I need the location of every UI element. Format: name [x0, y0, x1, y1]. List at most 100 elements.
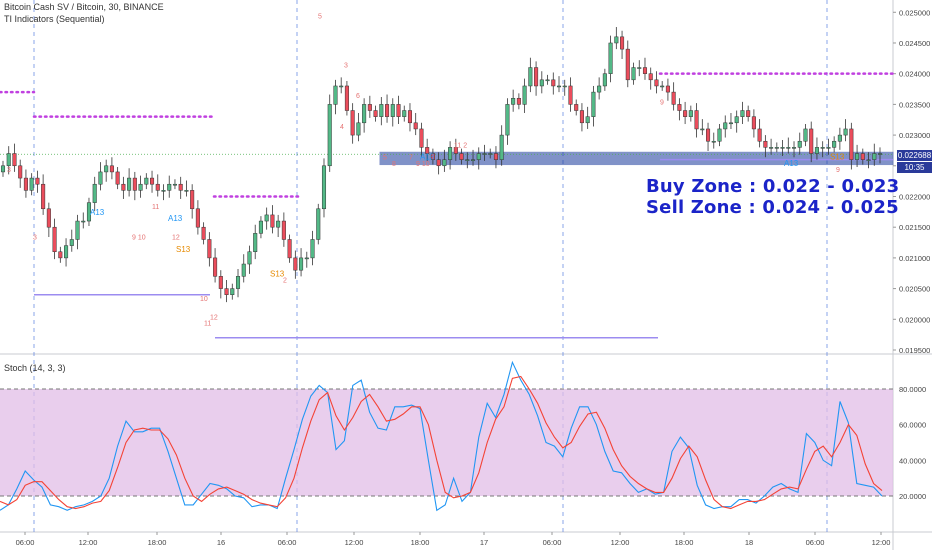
candle: [29, 173, 34, 196]
candle: [86, 197, 92, 226]
candle: [528, 57, 533, 93]
candle: [207, 232, 212, 267]
buy-zone-annotation: Buy Zone : 0.022 - 0.023: [646, 176, 900, 197]
candle-body: [385, 104, 390, 117]
candle-body: [608, 42, 613, 74]
candle-body: [648, 73, 653, 81]
candle-body: [167, 183, 172, 191]
candle: [52, 218, 57, 260]
candle-body: [620, 36, 625, 50]
candle-body: [115, 171, 120, 185]
candle: [809, 121, 814, 163]
candle: [327, 94, 332, 172]
candle: [568, 77, 573, 112]
time-axis-label: 12:00: [872, 538, 891, 547]
candle-body: [150, 177, 155, 185]
candle-body: [52, 226, 57, 253]
candle: [264, 207, 269, 230]
candle: [92, 176, 97, 212]
price-axis-label: 0.021500: [899, 223, 930, 232]
candle: [482, 144, 487, 161]
candle: [385, 94, 390, 123]
candle-body: [499, 134, 504, 160]
candle-body: [683, 110, 688, 117]
stoch-axis-label: 60.0000: [899, 421, 926, 430]
candle: [241, 254, 246, 283]
candle-body: [207, 239, 212, 259]
stoch-d-line: [0, 375, 883, 510]
sequential-label: 6: [356, 93, 360, 100]
candle-body: [625, 48, 630, 81]
candle-body: [539, 79, 544, 87]
candle-body: [127, 177, 132, 191]
candle: [69, 229, 74, 252]
candle-body: [184, 190, 189, 192]
candle: [293, 250, 298, 279]
stoch-title: Stoch (14, 3, 3): [4, 363, 66, 373]
candle: [711, 132, 716, 149]
price-axis-label: 0.023500: [899, 100, 930, 109]
candle-body: [866, 159, 871, 161]
candle: [46, 202, 51, 238]
candle-body: [402, 110, 407, 117]
candle: [276, 214, 281, 238]
candle: [310, 230, 315, 266]
candle: [18, 159, 23, 188]
candle-body: [425, 147, 430, 154]
candle: [631, 62, 636, 85]
candle: [138, 175, 143, 198]
candle-body: [258, 220, 263, 234]
candle: [556, 76, 562, 93]
candle-body: [574, 104, 579, 111]
candle: [814, 137, 819, 160]
candle-body: [763, 140, 768, 148]
candle-body: [694, 110, 699, 130]
sequential-label: 10: [200, 296, 208, 303]
candle-body: [304, 257, 309, 260]
candle: [58, 246, 63, 263]
candle-body: [809, 128, 814, 154]
candle-body: [568, 85, 573, 105]
sequential-13-label: S13: [270, 269, 285, 278]
candle: [213, 248, 218, 283]
candle-body: [872, 153, 877, 160]
candle: [367, 95, 372, 118]
candle: [665, 78, 670, 101]
candle: [12, 143, 17, 172]
candle-body: [465, 159, 470, 161]
candle: [115, 167, 120, 190]
candle: [453, 138, 458, 161]
sequential-13-label: S13: [830, 153, 845, 162]
candle-body: [757, 128, 762, 142]
candle-body: [104, 165, 109, 173]
candle: [791, 141, 797, 158]
candle: [505, 98, 510, 145]
candle-body: [41, 183, 46, 210]
candle: [654, 71, 659, 94]
candle-body: [253, 233, 258, 253]
candle-body: [769, 147, 774, 149]
sequential-label: 9 10: [416, 161, 430, 168]
sequential-label: 3: [7, 167, 11, 174]
stoch-axis-label: 20.0000: [899, 492, 926, 501]
candle: [493, 146, 498, 169]
candle-body: [791, 147, 797, 149]
candle-body: [602, 73, 607, 87]
candle: [373, 105, 378, 122]
candle: [184, 180, 189, 197]
time-axis-label: 17: [480, 538, 488, 547]
candle-body: [814, 147, 819, 154]
candle-body: [482, 153, 487, 155]
candle: [488, 148, 493, 159]
candle: [723, 115, 728, 138]
candle-body: [556, 85, 562, 88]
candle-body: [316, 208, 321, 240]
sequential-label: 5: [318, 13, 322, 20]
time-axis-label: 06:00: [278, 538, 297, 547]
candle: [270, 205, 275, 234]
sequential-label: 11: [204, 320, 211, 327]
candle-body: [562, 85, 567, 88]
candle: [98, 162, 103, 191]
candle-body: [700, 128, 705, 131]
